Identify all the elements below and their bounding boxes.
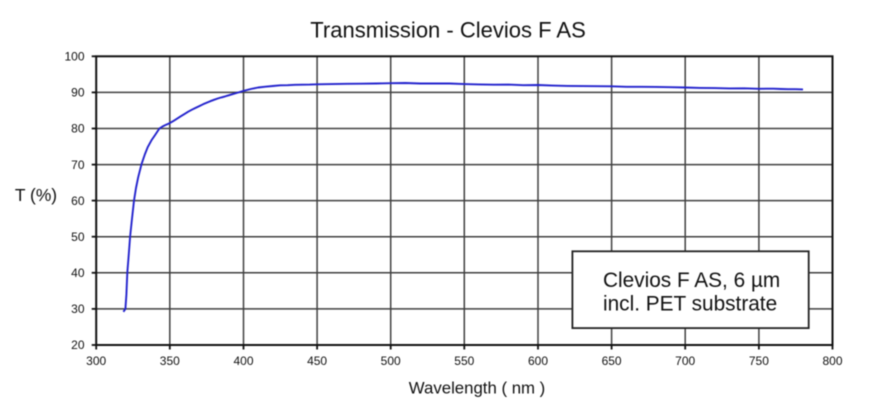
svg-text:Clevios F AS, 6 µm: Clevios F AS, 6 µm xyxy=(603,269,780,292)
svg-text:40: 40 xyxy=(71,266,85,280)
svg-text:80: 80 xyxy=(71,122,85,136)
svg-text:20: 20 xyxy=(71,338,85,352)
svg-text:550: 550 xyxy=(454,354,474,368)
svg-text:350: 350 xyxy=(160,354,180,368)
svg-text:600: 600 xyxy=(528,354,548,368)
svg-text:70: 70 xyxy=(71,158,85,172)
svg-text:500: 500 xyxy=(381,354,401,368)
svg-text:450: 450 xyxy=(307,354,327,368)
svg-text:Transmission - Clevios F AS: Transmission - Clevios F AS xyxy=(310,18,585,43)
svg-text:700: 700 xyxy=(675,354,695,368)
svg-text:300: 300 xyxy=(86,354,106,368)
svg-text:400: 400 xyxy=(233,354,253,368)
svg-text:60: 60 xyxy=(71,194,85,208)
svg-text:750: 750 xyxy=(749,354,769,368)
svg-text:650: 650 xyxy=(602,354,622,368)
svg-text:Wavelength ( nm ): Wavelength ( nm ) xyxy=(409,379,545,398)
svg-text:50: 50 xyxy=(71,230,85,244)
svg-text:30: 30 xyxy=(71,302,85,316)
svg-text:90: 90 xyxy=(71,86,85,100)
svg-text:incl. PET substrate: incl. PET substrate xyxy=(603,293,777,316)
svg-text:800: 800 xyxy=(822,354,842,368)
svg-text:T (%): T (%) xyxy=(15,185,57,205)
svg-text:100: 100 xyxy=(64,50,84,64)
